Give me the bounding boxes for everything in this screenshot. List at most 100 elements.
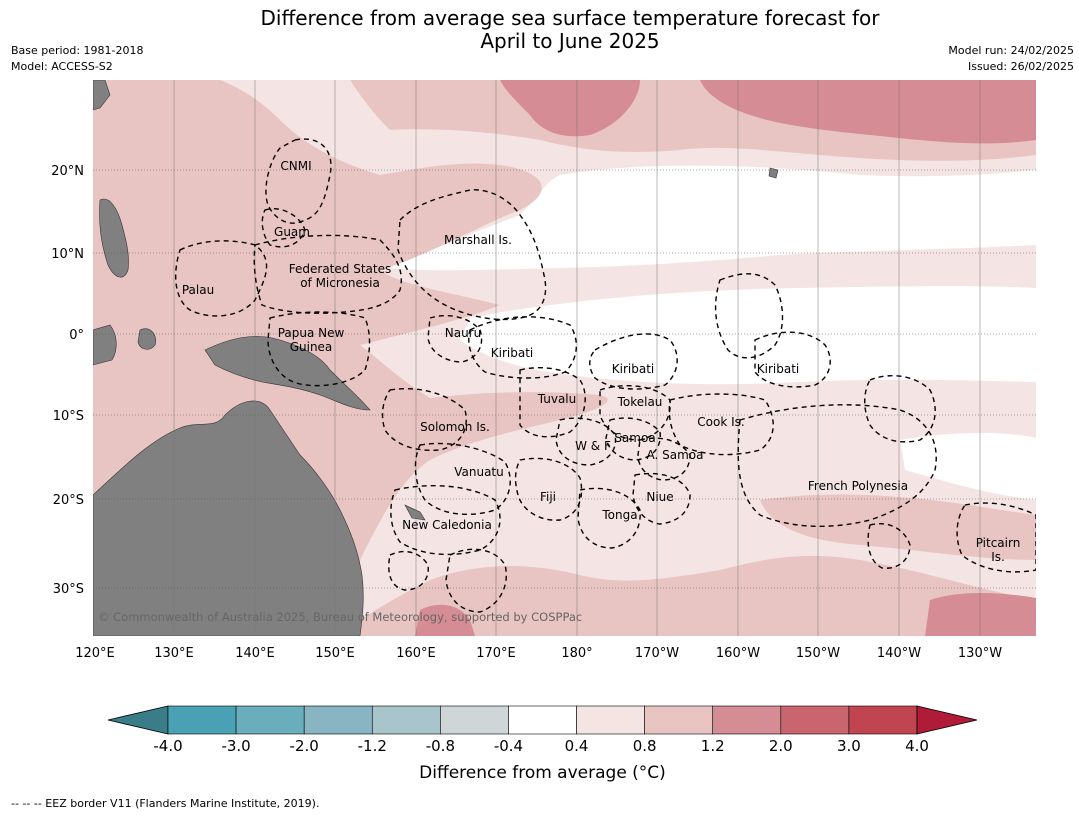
label-fsm-2: of Micronesia [300,276,380,290]
land-japan-tip [93,80,111,111]
land-borneo [93,324,117,366]
base-period: Base period: 1981-2018 [11,44,144,57]
colorbar-tick-label: 4.0 [905,737,929,755]
lon-tick-160e: 160°E [396,646,436,661]
label-solomon-is: Solomon Is. [420,420,490,434]
land-australia [93,400,364,636]
colorbar-segment [508,705,577,735]
label-wallis-futuna: W & F [575,439,611,453]
lat-axis: 20°N 10°N 0° 10°S 20°S 30°S [51,164,84,597]
lat-tick-10s: 10°S [53,409,84,424]
map-area: CNMI Guam Marshall Is. Federated States … [93,80,1036,636]
model-name: Model: ACCESS-S2 [11,60,113,73]
colorbar-extend-high [916,705,978,735]
neutral-region-central [460,286,1036,385]
neutral-region-southeast [900,433,1036,500]
lat-tick-30s: 30°S [53,582,84,597]
land-new-guinea [204,336,371,411]
colorbar-segment [371,705,441,735]
meta-right: Model run: 24/02/2025 Issued: 26/02/2025 [948,43,1074,75]
label-png-2: Guinea [290,340,333,354]
label-kiribati-central: Kiribati [612,362,654,376]
meridians [173,80,981,636]
strong-warm-south-east [925,593,1036,636]
colorbar-tick-label: -0.4 [494,737,523,755]
label-cook-is: Cook Is. [697,415,744,429]
model-run: Model run: 24/02/2025 [948,44,1074,57]
strong-warm-north-east [700,80,1036,144]
colorbar-tick-label: -0.8 [426,737,455,755]
colorbar-segment [167,705,237,735]
lon-tick-140e: 140°E [235,646,275,661]
label-pitcairn-1: Pitcairn [976,536,1021,550]
label-american-samoa: A. Samoa [647,448,704,462]
label-guam: Guam [274,225,310,239]
colorbar-tick-label: -4.0 [153,737,182,755]
colorbar-tick-label: 1.2 [701,737,725,755]
label-vanuatu: Vanuatu [454,465,504,479]
eez-footer-note: -- -- -- EEZ border V11 (Flanders Marine… [11,797,320,810]
lat-tick-10n: 10°N [51,247,84,262]
colorbar-segment [780,705,850,735]
colorbar-tick-label: 3.0 [837,737,861,755]
label-french-polynesia: French Polynesia [808,479,908,493]
colorbar-extend-low [107,705,169,735]
meta-left: Base period: 1981-2018 Model: ACCESS-S2 [11,43,143,75]
colorbar-tick-label: 0.4 [565,737,589,755]
neutral-region-north [390,165,1036,271]
label-fiji: Fiji [540,490,556,504]
title-line-1: Difference from average sea surface temp… [260,6,880,30]
label-new-caledonia: New Caledonia [402,518,492,532]
land-islands-sulawesi [137,328,156,350]
chart-title: Difference from average sea surface temp… [0,7,1085,53]
colorbar-tick-label: -1.2 [358,737,387,755]
label-tokelau: Tokelau [617,395,663,409]
graticule [93,169,1036,589]
label-samoa: Samoa [614,431,655,445]
colorbar: -4.0 -3.0 -2.0 -1.2 -0.8 -0.4 0.4 0.8 1.2 2.0 3.0 4… [107,705,978,755]
label-cnmi: CNMI [280,159,311,173]
colorbar-segment [712,705,782,735]
colorbar-segment [235,705,305,735]
label-marshall-is: Marshall Is. [444,233,512,247]
lon-tick-140w: 140°W [877,646,921,661]
label-nauru: Nauru [445,326,481,340]
colorbar-segment [848,705,918,735]
lat-tick-20n: 20°N [51,164,84,179]
eez-borders [175,138,1036,613]
issued-date: Issued: 26/02/2025 [967,60,1074,73]
lon-tick-120e: 120°E [75,646,115,661]
label-png-1: Papua New [278,326,345,340]
land-hawaii [768,167,779,179]
lon-tick-170w: 170°W [635,646,679,661]
copyright-notice: © Commonwealth of Australia 2025, Bureau… [98,610,582,624]
colorbar-segment [440,705,509,735]
warm-band-south [360,555,1036,636]
colorbar-segment [576,705,645,735]
colorbar-tick-label: 0.8 [633,737,657,755]
strong-warm-south-central [415,604,475,636]
land-new-caledonia [404,504,426,521]
eez-label-group: CNMI Guam Marshall Is. Federated States … [182,159,1020,564]
warm-band-south-2 [760,494,1036,560]
lon-tick-150e: 150°E [315,646,355,661]
lon-tick-160w: 160°W [716,646,760,661]
colorbar-title: Difference from average (°C) [419,763,666,783]
label-pitcairn-2: Is. [991,550,1005,564]
colorbar-tick-label: 2.0 [769,737,793,755]
lon-tick-170e: 170°E [476,646,516,661]
lat-tick-0: 0° [69,328,84,343]
colorbar-segment [303,705,373,735]
lon-tick-130e: 130°E [154,646,194,661]
lon-tick-150w: 150°W [796,646,840,661]
label-kiribati-west: Kiribati [491,346,533,360]
label-niue: Niue [646,490,673,504]
label-tuvalu: Tuvalu [537,392,577,406]
strong-warm-north [500,80,640,137]
lon-axis: 120°E 130°E 140°E 150°E 160°E 170°E 180°… [75,646,1002,661]
label-fsm-1: Federated States [289,262,391,276]
lon-tick-180: 180° [561,646,592,661]
label-kiribati-east: Kiribati [757,362,799,376]
title-line-2: April to June 2025 [480,29,660,53]
